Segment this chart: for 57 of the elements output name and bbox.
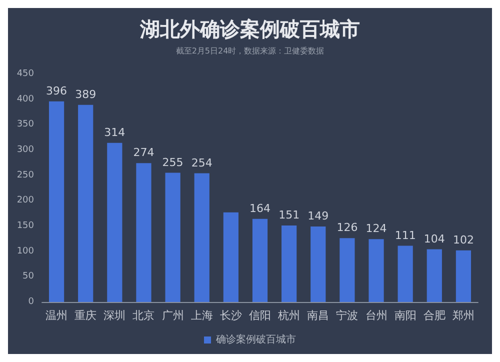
data-label: 111 [394, 228, 416, 242]
y-tick-label: 400 [16, 94, 34, 104]
data-label: 164 [250, 202, 270, 215]
x-tick-label: 南昌 [307, 309, 330, 322]
x-tick-label: 温州 [46, 309, 68, 322]
bar [107, 142, 122, 302]
x-tick-label: 深圳 [104, 309, 126, 322]
data-label: 151 [278, 208, 300, 222]
bar [78, 104, 94, 302]
x-tick-label: 上海 [190, 309, 213, 322]
y-tick-label: 50 [22, 272, 34, 282]
y-tick-label: 350 [16, 120, 34, 130]
y-tick-label: 100 [16, 246, 34, 256]
x-tick-label: 南阳 [394, 309, 416, 322]
y-tick-label: 150 [16, 221, 34, 231]
bar [368, 239, 384, 302]
legend-label: 确诊案例破百城市 [215, 334, 296, 346]
bar [136, 163, 152, 302]
bar [398, 246, 413, 302]
x-tick-label: 郑州 [452, 309, 474, 322]
y-tick-label: 450 [16, 69, 34, 79]
bar [223, 212, 238, 302]
x-tick-label: 重庆 [74, 309, 97, 322]
data-label: 124 [366, 222, 387, 236]
data-label: 126 [336, 221, 358, 234]
chart-subtitle: 截至2月5日24时，数据来源：卫健委数据 [176, 46, 324, 56]
data-label: 255 [162, 156, 184, 169]
x-tick-label: 合肥 [423, 309, 446, 322]
x-tick-label: 广州 [162, 309, 184, 322]
bar [165, 172, 180, 302]
data-label: 102 [452, 233, 474, 246]
data-label: 389 [75, 88, 96, 101]
bar [48, 101, 64, 302]
y-tick-label: 250 [16, 170, 34, 180]
bar [456, 250, 472, 302]
bar [194, 173, 210, 302]
chart-title: 湖北外确诊案例破百城市 [139, 17, 360, 41]
data-label: 314 [104, 126, 126, 139]
data-label: 396 [46, 84, 68, 98]
x-tick-label: 北京 [132, 309, 155, 322]
y-tick-label: 300 [16, 145, 34, 155]
data-label: 254 [191, 156, 212, 170]
bar [426, 249, 442, 302]
x-tick-label: 信阳 [249, 309, 271, 322]
x-tick-label: 宁波 [336, 309, 358, 322]
data-label: 104 [424, 232, 445, 246]
y-tick-label: 200 [16, 196, 34, 206]
bar [282, 225, 297, 302]
bar [252, 218, 268, 302]
x-tick-label: 长沙 [220, 309, 242, 322]
bar [310, 226, 326, 302]
x-tick-label: 杭州 [277, 309, 300, 322]
data-label: 274 [133, 146, 154, 160]
bar [340, 238, 355, 302]
data-label: 149 [308, 210, 329, 223]
x-tick-label: 台州 [365, 309, 388, 322]
y-tick-label: 0 [28, 297, 34, 307]
